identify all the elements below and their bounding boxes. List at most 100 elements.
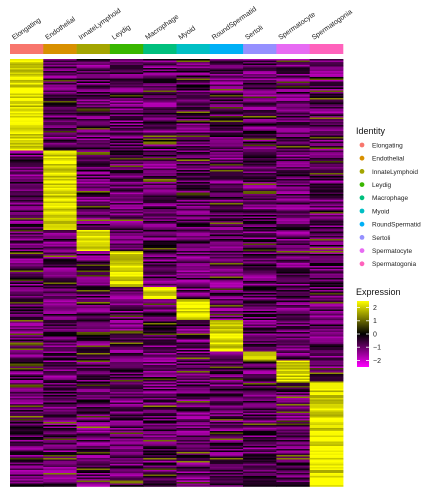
heatmap-cell (76, 200, 111, 202)
heatmap-cell (276, 267, 311, 270)
heatmap-cell (143, 87, 177, 90)
heatmap-cell (176, 263, 211, 265)
heatmap-cell (143, 305, 177, 307)
heatmap-cell (243, 395, 277, 397)
heatmap-cell (109, 447, 144, 450)
heatmap-cell (43, 357, 77, 360)
heatmap-cell (176, 122, 211, 124)
heatmap-cell (243, 159, 277, 162)
heatmap-cell (243, 182, 277, 184)
cluster-label-macrophage: Macrophage (144, 14, 180, 42)
heatmap-cell (10, 87, 44, 90)
heatmap-cell (276, 194, 311, 196)
heatmap-cell (276, 131, 311, 133)
heatmap-cell (43, 132, 77, 135)
heatmap-cell (43, 230, 77, 232)
heatmap-cell (176, 299, 211, 301)
heatmap-cell (109, 71, 144, 73)
heatmap-cell (109, 291, 144, 294)
heatmap-cell (243, 201, 277, 204)
heatmap-cell (176, 368, 211, 370)
heatmap-cell (43, 422, 77, 424)
heatmap-cell (76, 209, 111, 211)
heatmap-cell (143, 110, 177, 112)
heatmap-cell (109, 440, 144, 442)
heatmap-cell (43, 320, 77, 322)
heatmap-cell (43, 360, 77, 363)
heatmap-cell (243, 446, 277, 448)
heatmap-cell (109, 296, 144, 298)
heatmap-cell (109, 264, 144, 267)
heatmap-cell (109, 330, 144, 333)
heatmap-cell (43, 342, 77, 345)
heatmap-cell (276, 477, 311, 480)
heatmap-cell (76, 260, 111, 262)
heatmap-cell (276, 273, 311, 276)
heatmap-cell (209, 83, 244, 85)
heatmap-cell (243, 149, 277, 151)
heatmap-cell (109, 204, 144, 207)
heatmap-cell (43, 398, 77, 400)
heatmap-cell (209, 287, 244, 289)
heatmap-cell (76, 171, 111, 174)
heatmap-cell (76, 126, 111, 129)
heatmap-cell (43, 480, 77, 483)
heatmap-cell (176, 440, 211, 442)
heatmap-cell (10, 366, 44, 369)
heatmap-cell (76, 441, 111, 444)
heatmap-cell (109, 189, 144, 192)
identity-key-spermatogonia (359, 261, 365, 267)
heatmap-cell (176, 237, 211, 240)
heatmap-cell (209, 183, 244, 186)
heatmap-cell (43, 297, 77, 300)
heatmap-cell (43, 479, 77, 481)
heatmap-cell (76, 203, 111, 205)
heatmap-cell (109, 443, 144, 445)
heatmap-cell (76, 335, 111, 337)
heatmap-cell (276, 390, 311, 393)
heatmap-cell (243, 473, 277, 475)
heatmap-cell (143, 299, 177, 301)
heatmap-cell (76, 282, 111, 285)
heatmap-cell (309, 426, 344, 429)
heatmap-cell (76, 89, 111, 91)
heatmap-cell (209, 75, 244, 78)
heatmap-cell (109, 155, 144, 157)
heatmap-cell (309, 84, 344, 87)
heatmap-cell (43, 432, 77, 435)
heatmap-cell (10, 240, 44, 243)
heatmap-cell (10, 129, 44, 132)
heatmap-cell (309, 204, 344, 207)
heatmap-cell (276, 468, 311, 471)
heatmap-cell (43, 101, 77, 103)
heatmap-cell (209, 215, 244, 217)
heatmap-cell (10, 447, 44, 450)
heatmap-cell (309, 347, 344, 349)
heatmap-cell (176, 408, 211, 411)
heatmap-cell (243, 435, 277, 438)
cluster-label-endothelial: Endothelial (44, 16, 77, 42)
heatmap-cell (309, 327, 344, 330)
heatmap-cell (10, 225, 44, 228)
heatmap-cell (109, 375, 144, 378)
heatmap-cell (243, 312, 277, 315)
heatmap-cell (176, 336, 211, 339)
heatmap-cell (243, 311, 277, 313)
heatmap-cell (276, 386, 311, 388)
heatmap-cell (43, 387, 77, 390)
heatmap-cell (209, 279, 244, 282)
heatmap-cell (10, 372, 44, 375)
heatmap-cell (143, 174, 177, 177)
heatmap-cell (143, 63, 177, 66)
heatmap-cell (176, 254, 211, 256)
heatmap-cell (143, 90, 177, 93)
heatmap-cell (309, 263, 344, 265)
heatmap-cell (243, 377, 277, 379)
heatmap-cell (209, 453, 244, 456)
heatmap-cell (176, 195, 211, 198)
heatmap-cell (143, 125, 177, 127)
heatmap-cell (276, 143, 311, 145)
heatmap-cell (243, 227, 277, 229)
heatmap-cell (276, 380, 311, 382)
heatmap-cell (76, 312, 111, 315)
